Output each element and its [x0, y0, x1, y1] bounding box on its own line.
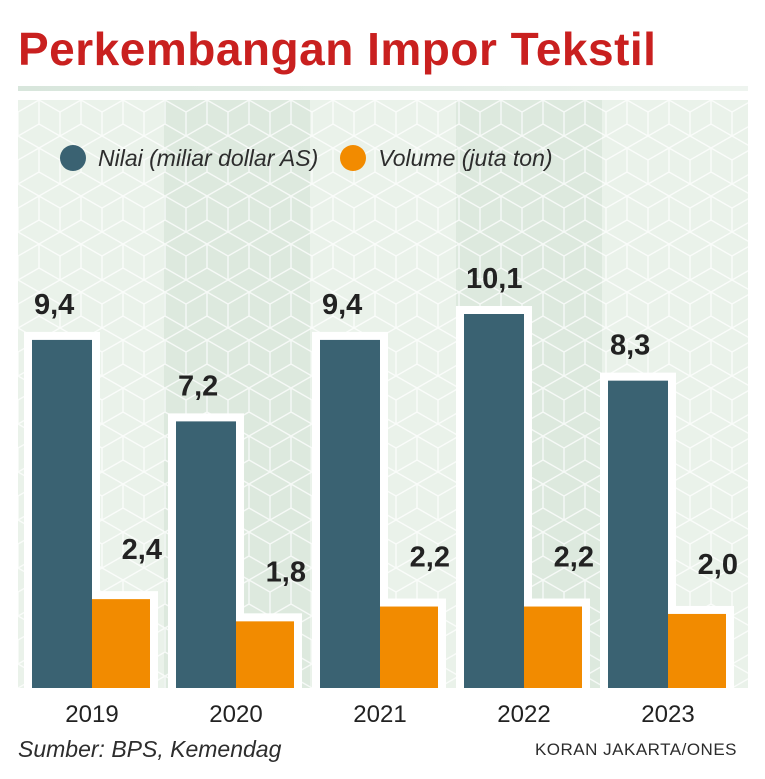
bar-nilai-2020 [176, 421, 236, 688]
value-label-volume: 2,4 [122, 534, 162, 566]
bar-nilai-2022 [464, 314, 524, 688]
legend-swatch-volume [340, 145, 367, 171]
legend-swatch-nilai [60, 145, 86, 171]
x-tick-label: 2019 [65, 701, 118, 728]
source-note: Sumber: BPS, Kemendag [18, 736, 282, 762]
bar-nilai-2019 [32, 339, 92, 688]
value-label-volume: 1,8 [266, 556, 306, 588]
x-tick-label: 2020 [209, 701, 262, 728]
legend-item-nilai: Nilai (miliar dollar AS) [60, 145, 318, 172]
chart-title: Perkembangan Impor Tekstil [18, 23, 657, 75]
credit-note: KORAN JAKARTA/ONES [534, 740, 737, 759]
bar-volume-2021 [380, 606, 438, 688]
bar-volume-2022 [524, 606, 582, 688]
bar-volume-2020 [236, 621, 294, 688]
value-label-volume: 2,2 [554, 542, 594, 574]
value-label-nilai: 7,2 [178, 370, 218, 402]
legend-label-nilai: Nilai (miliar dollar AS) [98, 144, 319, 171]
legend: Nilai (miliar dollar AS) Volume (juta to… [60, 140, 553, 176]
bar-volume-2023 [668, 613, 726, 688]
x-tick-label: 2023 [641, 701, 694, 728]
value-label-nilai: 9,4 [34, 289, 74, 321]
value-label-nilai: 9,4 [322, 289, 362, 321]
value-label-nilai: 10,1 [466, 263, 522, 295]
bar-volume-2019 [92, 599, 150, 688]
x-tick-label: 2022 [497, 701, 550, 728]
legend-label-volume: Volume (juta ton) [378, 144, 553, 171]
bar-nilai-2021 [320, 339, 380, 688]
legend-item-volume: Volume (juta ton) [340, 144, 553, 172]
value-label-nilai: 8,3 [610, 330, 650, 362]
title-underline [18, 86, 748, 91]
bar-nilai-2023 [608, 380, 668, 688]
value-label-volume: 2,0 [698, 549, 738, 581]
x-axis-baseline [18, 688, 748, 690]
x-tick-label: 2021 [353, 701, 406, 728]
value-label-volume: 2,2 [410, 542, 450, 574]
